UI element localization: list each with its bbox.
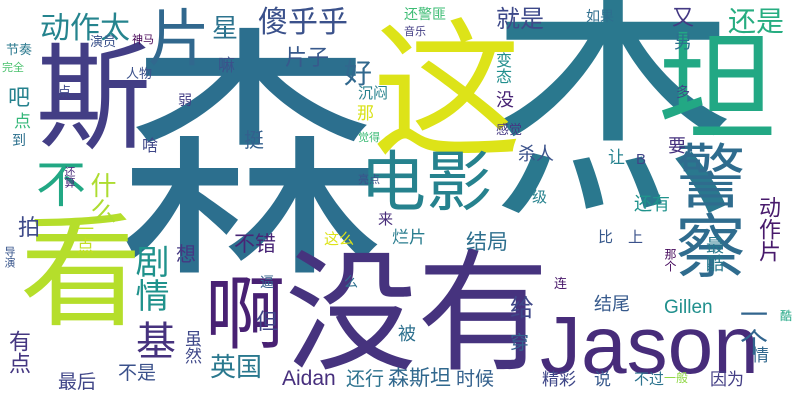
word-pianzi: 片子	[285, 46, 330, 71]
word-yiban: 一般	[664, 371, 689, 385]
word-nan: 男	[674, 32, 692, 53]
word-lai: 来	[378, 210, 394, 228]
word-sharen: 杀人	[518, 144, 554, 165]
word-zhe: 这	[372, 6, 523, 180]
word-xiang: 想	[176, 242, 196, 266]
word-ganjue: 感觉	[496, 123, 523, 138]
word-shenma: 神马	[132, 33, 154, 46]
word-dan: 但	[256, 310, 279, 335]
word-juede: 觉得	[358, 131, 380, 144]
word-shang: 上	[628, 228, 644, 246]
word-ruguo: 如果	[586, 9, 614, 25]
word-haixing: 还行	[346, 368, 385, 390]
word-bushi: 不是	[118, 362, 157, 384]
word-kan: 看	[20, 202, 142, 344]
word-jingcha: 警察	[664, 140, 746, 280]
word-nage: 那个	[663, 248, 677, 272]
word-qing: 情	[752, 346, 769, 366]
word-bi2: 逼	[260, 275, 274, 291]
word-renwu: 人物	[126, 67, 153, 82]
word-haiyou: 还有	[634, 194, 670, 215]
word-ba: 吧	[8, 86, 31, 111]
word-jie: 杰	[488, 0, 738, 252]
word-ji2: 级	[532, 188, 548, 206]
word-yinyue: 音乐	[404, 25, 426, 38]
word-aidan: Aidan	[282, 367, 336, 390]
word-zuihou: 最后	[58, 371, 97, 393]
word-lian: 连	[554, 277, 568, 292]
word-xing: 星	[212, 14, 239, 44]
word-you: 又	[672, 6, 695, 31]
word-juqing: 剧情	[129, 244, 169, 312]
word-ku: 酷	[780, 309, 793, 323]
word-jiezou: 节奏	[6, 43, 33, 58]
word-shihou: 时候	[456, 368, 495, 390]
word-jiewei: 结尾	[594, 294, 630, 315]
word-jason: Jason	[540, 300, 759, 391]
word-shuo: 说	[594, 370, 611, 390]
word-chenmen: 沉闷	[358, 84, 389, 102]
word-bi: 比	[598, 228, 614, 246]
word-youdian: 有点	[5, 330, 30, 374]
word-me: 么	[344, 275, 358, 291]
word-rang: 让	[608, 148, 625, 168]
word-ruo: 弱	[178, 93, 192, 109]
word-shahuhu: 傻乎乎	[258, 5, 348, 40]
word-sha: 啥	[142, 136, 159, 155]
word-sensitan: 森斯坦	[388, 366, 451, 390]
word-pai: 拍	[18, 216, 41, 241]
word-dian: 点	[14, 112, 31, 132]
word-gei: 给	[510, 294, 534, 322]
word-bei: 被	[398, 324, 416, 345]
word-haishi: 还是	[728, 5, 785, 38]
word-jiushi: 就是	[496, 5, 544, 33]
word-na: 那	[357, 104, 374, 124]
word-a: 啊	[205, 268, 285, 361]
word-lanpian: 烂片	[392, 228, 426, 248]
word-si: 斯	[36, 32, 152, 166]
word-pian: 片	[148, 2, 211, 75]
word-shenme: 什么	[86, 172, 116, 224]
word-chuan: 穿	[510, 332, 530, 354]
word-buguo: 不过	[634, 370, 665, 388]
word-meiyou: 没有	[285, 237, 549, 391]
word-ji: 基	[136, 319, 176, 365]
word-jingcai: 精彩	[542, 370, 576, 390]
word-mei: 没	[496, 90, 514, 111]
word-hao: 好	[344, 57, 373, 90]
word-wanquan: 完全	[2, 61, 24, 74]
word-ting: 挺	[244, 128, 264, 152]
word-haisuan: 还算	[63, 166, 76, 188]
word-jieju: 结局	[466, 230, 508, 254]
word-yige: 一个	[736, 300, 769, 356]
word-gillen: Gillen	[664, 297, 713, 318]
word-ma: 嘛	[218, 56, 235, 76]
word-yanyuan: 演员	[90, 35, 117, 50]
word-zuiku: 最酷	[703, 236, 724, 272]
word-dongzuopian: 动作片	[755, 196, 780, 262]
word-dianying: 电影	[360, 144, 492, 221]
word-biantai: 变态	[493, 52, 512, 84]
word-yidian: 一点	[73, 220, 93, 254]
word-yingguo: 英国	[210, 353, 263, 383]
word-tan: 坦	[658, 20, 777, 158]
word-zheme: 这么	[324, 230, 355, 248]
word-yinwei: 因为	[710, 370, 744, 390]
word-sen: 森	[118, 6, 383, 314]
word-dian2: 点	[58, 85, 72, 100]
word-yao: 要	[668, 136, 686, 157]
word-haijingfei: 还警匪	[404, 7, 446, 23]
word-b: B	[636, 151, 647, 168]
word-liangdian: 亮点	[358, 173, 380, 186]
word-duo: 多	[676, 85, 690, 101]
word-dao: 到	[12, 133, 26, 149]
word-bucuo: 不错	[234, 232, 276, 256]
word-dongzuotai: 动作太	[40, 11, 130, 46]
word-suiran: 虽然	[181, 330, 201, 364]
word-bu: 不	[36, 156, 86, 214]
word-daoyan: 导演	[3, 246, 16, 268]
